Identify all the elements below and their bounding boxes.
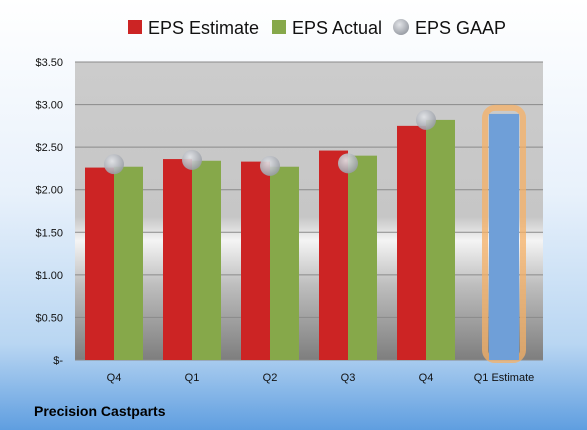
legend-label-eps-actual: EPS Actual	[292, 18, 382, 38]
y-tick-label-7: $3.50	[35, 57, 63, 69]
x-tick-label-1: Q1	[185, 372, 200, 384]
gaap-point-0	[104, 154, 124, 175]
y-axis-ticks: $- $0.50 $1.00 $1.50 $2.00 $2.50 $3.00 $3.50	[35, 57, 63, 367]
x-tick-label-3: Q3	[341, 372, 356, 384]
company-name: Precision Castparts	[34, 403, 166, 419]
gaap-markers	[104, 109, 436, 176]
y-tick-label-0: $-	[53, 355, 63, 367]
y-tick-label-3: $1.50	[35, 227, 63, 239]
y-tick-label-2: $1.00	[35, 270, 63, 282]
gaap-point-4	[416, 109, 436, 130]
bar-eps-estimate-0	[85, 167, 114, 360]
x-tick-label-0: Q4	[107, 372, 122, 384]
gridlines	[75, 61, 543, 361]
gaap-point-3	[338, 153, 358, 174]
bar-eps-actual-0	[114, 166, 143, 360]
x-axis-ticks: Q4 Q1 Q2 Q3 Q4 Q1 Estimate	[107, 372, 535, 384]
bar-eps-estimate-3	[319, 150, 348, 360]
bar-eps-actual-4	[426, 119, 455, 360]
legend-swatch-eps-gaap	[393, 19, 409, 35]
y-tick-label-5: $2.50	[35, 142, 63, 154]
bar-q1-estimate	[489, 113, 519, 361]
y-tick-label-4: $2.00	[35, 185, 63, 197]
x-tick-label-5: Q1 Estimate	[474, 372, 535, 384]
x-tick-label-4: Q4	[419, 372, 434, 384]
bar-eps-actual-1	[192, 160, 221, 360]
bar-eps-actual-2	[270, 166, 299, 360]
y-tick-label-1: $0.50	[35, 312, 63, 324]
bar-eps-estimate-2	[241, 161, 270, 360]
legend-label-eps-estimate: EPS Estimate	[148, 18, 259, 38]
legend-swatch-eps-estimate	[128, 20, 142, 34]
gaap-point-2	[260, 155, 280, 176]
legend-label-eps-gaap: EPS GAAP	[415, 18, 506, 38]
legend-swatch-eps-actual	[272, 20, 286, 34]
bars	[85, 104, 526, 363]
legend: EPS Estimate EPS Actual EPS GAAP	[128, 18, 506, 38]
y-tick-label-6: $3.00	[35, 100, 63, 112]
x-tick-label-2: Q2	[263, 372, 278, 384]
bar-eps-estimate-4	[397, 125, 426, 360]
bar-eps-actual-3	[348, 155, 377, 360]
plot-area	[75, 62, 543, 360]
gaap-point-1	[182, 149, 202, 170]
bar-eps-estimate-1	[163, 159, 192, 360]
